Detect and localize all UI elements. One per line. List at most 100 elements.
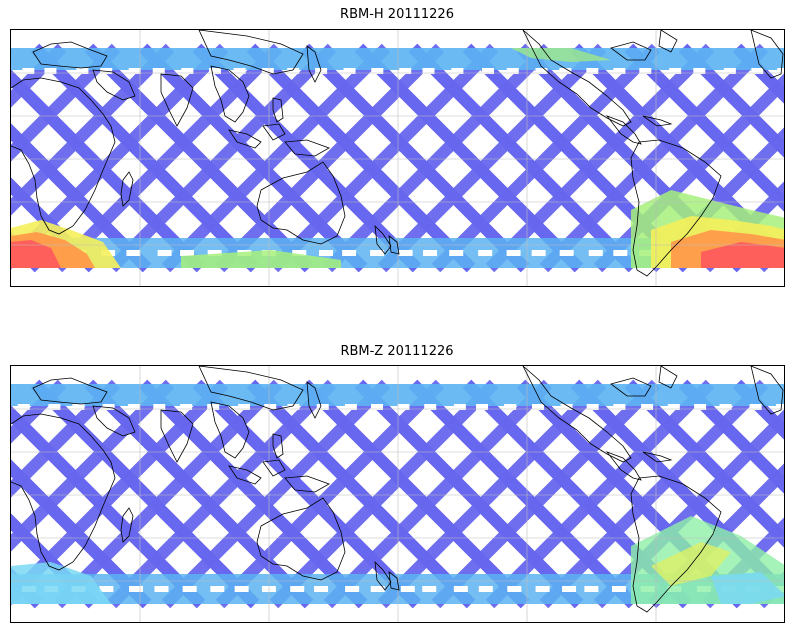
swath-band — [53, 43, 283, 273]
gap — [316, 404, 329, 410]
swath-band — [377, 379, 607, 609]
swath-band — [11, 43, 121, 162]
gap — [48, 404, 61, 410]
gap — [157, 250, 172, 256]
gap — [314, 586, 329, 592]
gap — [370, 250, 385, 256]
gap — [345, 586, 360, 592]
coastlines — [11, 30, 784, 277]
gap — [476, 404, 489, 410]
gap — [315, 68, 328, 74]
gap — [398, 250, 413, 256]
swath-band — [161, 43, 391, 273]
gap — [290, 586, 305, 592]
swath-band — [53, 379, 283, 609]
gap — [613, 250, 628, 256]
gap — [449, 250, 464, 256]
gap — [344, 404, 357, 410]
gap — [451, 68, 464, 74]
graticule — [11, 30, 784, 286]
gap — [233, 68, 246, 74]
coastline-europe — [32, 41, 108, 69]
gap — [180, 250, 195, 256]
map-panel-top — [10, 29, 785, 287]
coastline-arctic — [750, 30, 784, 79]
north-coverage-band — [11, 384, 784, 406]
gap — [287, 404, 300, 410]
coastline-philippines — [272, 97, 284, 123]
coastline-arabia — [92, 69, 136, 101]
coastline-india — [160, 409, 194, 463]
swath-band — [485, 379, 715, 609]
swath-band — [107, 43, 337, 273]
gap — [210, 586, 225, 592]
coastline-centralAm — [605, 115, 642, 145]
gap — [507, 586, 522, 592]
coastline-southAmerica — [630, 139, 722, 277]
gap — [562, 586, 577, 592]
gap — [584, 586, 599, 592]
coastline-northAmerica — [522, 30, 632, 127]
gap — [559, 250, 574, 256]
swath-band — [11, 379, 175, 552]
coastline-arabia — [92, 405, 136, 437]
coastline-greatLakes — [610, 377, 652, 397]
swath-band — [431, 43, 661, 273]
swath-band — [269, 43, 499, 273]
gap — [422, 586, 437, 592]
gap — [453, 404, 466, 410]
coastline-arctic — [750, 366, 784, 415]
coastline-nz2 — [388, 235, 400, 255]
coastline-indonesia2 — [262, 459, 286, 477]
coastline-nz — [374, 560, 392, 591]
swath-band — [215, 379, 445, 609]
coastline-caribbean — [642, 451, 673, 463]
swath-band — [215, 43, 445, 273]
swath-band — [485, 43, 715, 273]
gap — [154, 586, 169, 592]
gap — [128, 404, 141, 410]
gap — [287, 68, 300, 74]
gap — [776, 404, 784, 410]
anomaly-patches — [11, 48, 784, 268]
coastline-newGuinea — [284, 139, 330, 157]
gap — [694, 404, 707, 410]
swath-band — [11, 123, 152, 273]
coastline-seAsia — [210, 401, 250, 459]
gap — [153, 404, 166, 410]
coastline-indonesia2 — [262, 123, 286, 141]
coastline-indonesia1 — [228, 465, 262, 485]
coastline-japan — [306, 45, 322, 83]
gap — [424, 404, 437, 410]
gap — [238, 404, 251, 410]
gap — [207, 250, 222, 256]
graticule — [11, 366, 784, 622]
swath-band — [11, 43, 67, 108]
gap — [423, 250, 438, 256]
map-panel-bottom — [10, 365, 785, 623]
gap — [719, 404, 732, 410]
coastline-southAmerica — [630, 475, 722, 613]
gap — [535, 68, 548, 74]
swath-band — [539, 379, 769, 609]
coastline-philippines — [272, 433, 284, 459]
gap — [319, 250, 334, 256]
gap — [370, 586, 385, 592]
gap — [560, 404, 573, 410]
gap — [182, 586, 197, 592]
gap — [639, 68, 652, 74]
coastlines — [11, 366, 784, 613]
gap — [478, 250, 493, 256]
gap — [422, 68, 435, 74]
gap — [586, 68, 599, 74]
swath-band — [161, 379, 391, 609]
gap — [343, 68, 356, 74]
gap — [126, 250, 141, 256]
gap — [102, 404, 115, 410]
gap — [535, 586, 550, 592]
gap — [693, 68, 706, 74]
gap — [611, 586, 626, 592]
anomaly-patch — [651, 542, 731, 586]
coastline-greenland — [658, 30, 678, 53]
gap — [180, 404, 193, 410]
